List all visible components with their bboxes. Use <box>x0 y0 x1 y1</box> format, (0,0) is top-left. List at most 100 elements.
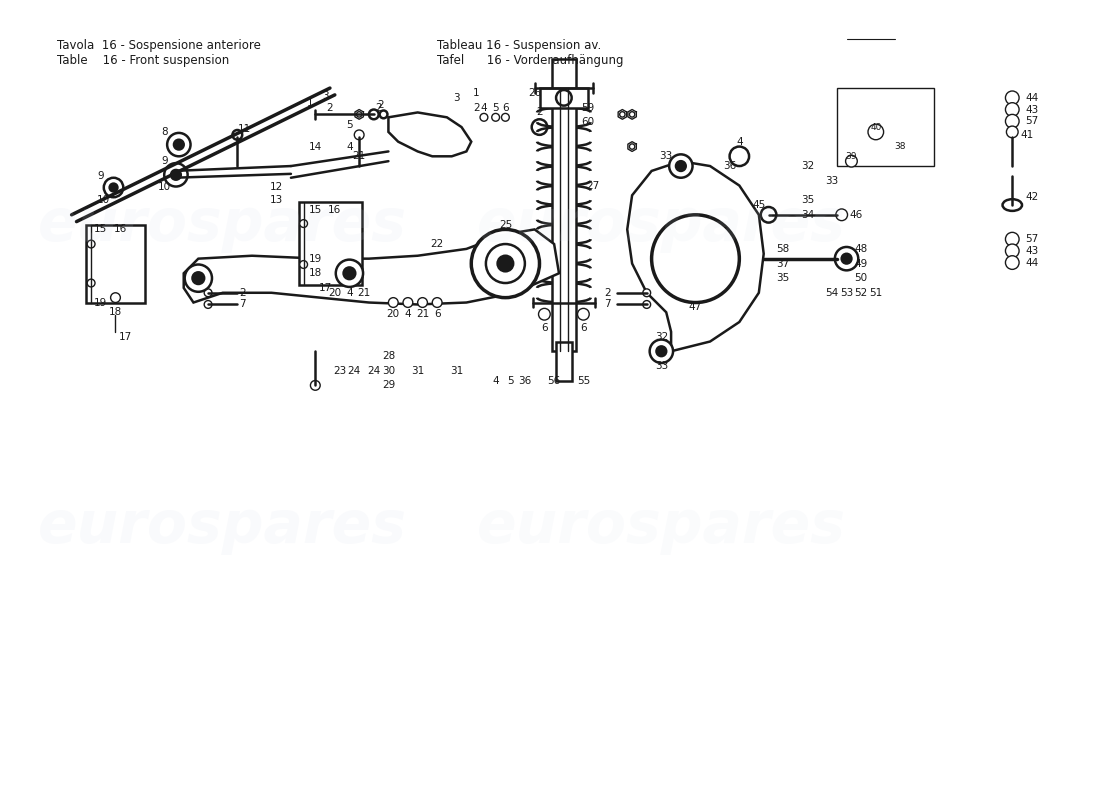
Text: 7: 7 <box>604 299 612 310</box>
Circle shape <box>299 261 308 269</box>
Circle shape <box>578 308 590 320</box>
Circle shape <box>356 112 362 117</box>
Text: 20: 20 <box>387 310 400 319</box>
Text: 21: 21 <box>358 288 371 298</box>
Text: Tavola  16 - Sospensione anteriore: Tavola 16 - Sospensione anteriore <box>57 39 261 52</box>
Text: 40: 40 <box>870 122 881 131</box>
Text: 17: 17 <box>318 283 332 293</box>
Circle shape <box>651 214 739 302</box>
Text: 2: 2 <box>536 107 542 118</box>
Text: 8: 8 <box>161 127 167 137</box>
Text: 42: 42 <box>1025 192 1038 202</box>
Circle shape <box>111 293 120 302</box>
Text: 52: 52 <box>855 288 868 298</box>
Circle shape <box>868 124 883 140</box>
Circle shape <box>185 265 212 292</box>
Bar <box>837 88 934 166</box>
Text: 17: 17 <box>119 332 132 342</box>
Text: 26: 26 <box>528 88 541 98</box>
Text: 11: 11 <box>238 124 251 134</box>
Text: 34: 34 <box>801 210 814 220</box>
Text: 57: 57 <box>1025 116 1038 126</box>
Text: Table    16 - Front suspension: Table 16 - Front suspension <box>57 54 229 67</box>
Text: 2: 2 <box>327 102 333 113</box>
Circle shape <box>87 279 95 287</box>
Text: 1: 1 <box>307 98 314 108</box>
Circle shape <box>492 114 499 122</box>
Text: 60: 60 <box>582 117 595 127</box>
Circle shape <box>642 289 650 297</box>
Bar <box>86 225 145 302</box>
Circle shape <box>164 163 188 186</box>
Circle shape <box>418 298 428 307</box>
Text: 35: 35 <box>801 195 814 205</box>
Text: 9: 9 <box>98 171 104 181</box>
Text: 5: 5 <box>346 120 353 130</box>
Circle shape <box>497 256 514 271</box>
Text: 30: 30 <box>382 366 395 376</box>
Text: 9: 9 <box>161 156 167 166</box>
Text: 51: 51 <box>869 288 882 298</box>
Circle shape <box>502 114 509 122</box>
Circle shape <box>836 209 847 221</box>
Circle shape <box>110 184 118 191</box>
Circle shape <box>1005 91 1019 105</box>
Text: 28: 28 <box>382 351 395 361</box>
Text: 2: 2 <box>375 102 382 113</box>
Text: 54: 54 <box>825 288 838 298</box>
Text: 5: 5 <box>507 375 514 386</box>
Text: 2: 2 <box>377 100 384 110</box>
Text: 10: 10 <box>157 182 170 193</box>
Circle shape <box>846 155 857 167</box>
Polygon shape <box>627 161 763 351</box>
Circle shape <box>1005 232 1019 246</box>
Text: 37: 37 <box>777 258 790 269</box>
Text: 32: 32 <box>654 332 668 342</box>
Circle shape <box>174 140 184 150</box>
Text: 6: 6 <box>541 323 548 333</box>
Text: 49: 49 <box>855 258 868 269</box>
Text: 3: 3 <box>321 91 329 101</box>
Text: 38: 38 <box>894 142 906 151</box>
Circle shape <box>471 230 539 298</box>
Text: 43: 43 <box>1025 105 1038 114</box>
Text: 41: 41 <box>1021 130 1034 140</box>
Bar <box>557 342 572 381</box>
Circle shape <box>299 220 308 227</box>
Text: 59: 59 <box>582 102 595 113</box>
Circle shape <box>192 272 205 284</box>
Text: Tableau 16 - Suspension av.: Tableau 16 - Suspension av. <box>437 39 602 52</box>
Circle shape <box>167 133 190 156</box>
Circle shape <box>539 308 550 320</box>
Text: 31: 31 <box>411 366 425 376</box>
Text: 4: 4 <box>481 102 487 113</box>
Text: 56: 56 <box>548 375 561 386</box>
Text: 53: 53 <box>840 288 854 298</box>
Text: 12: 12 <box>270 182 283 193</box>
Text: 2: 2 <box>604 288 612 298</box>
Polygon shape <box>184 230 559 305</box>
Text: 36: 36 <box>518 375 531 386</box>
Text: 21: 21 <box>416 310 429 319</box>
Text: 36: 36 <box>723 161 736 171</box>
Circle shape <box>388 298 398 307</box>
Circle shape <box>343 267 355 279</box>
Text: 39: 39 <box>846 152 857 161</box>
Text: 19: 19 <box>95 298 108 307</box>
Text: 32: 32 <box>801 161 814 171</box>
Text: 24: 24 <box>367 366 381 376</box>
Circle shape <box>368 110 378 119</box>
Text: 45: 45 <box>752 200 766 210</box>
Bar <box>539 88 588 107</box>
Circle shape <box>531 119 548 135</box>
Circle shape <box>205 289 212 297</box>
Text: 4: 4 <box>493 375 499 386</box>
Text: 29: 29 <box>382 380 395 390</box>
Text: 16: 16 <box>113 225 127 234</box>
Circle shape <box>480 114 487 122</box>
Circle shape <box>1005 256 1019 270</box>
Text: 33: 33 <box>825 176 838 186</box>
Bar <box>299 202 362 285</box>
Circle shape <box>835 247 858 270</box>
Circle shape <box>681 244 711 274</box>
